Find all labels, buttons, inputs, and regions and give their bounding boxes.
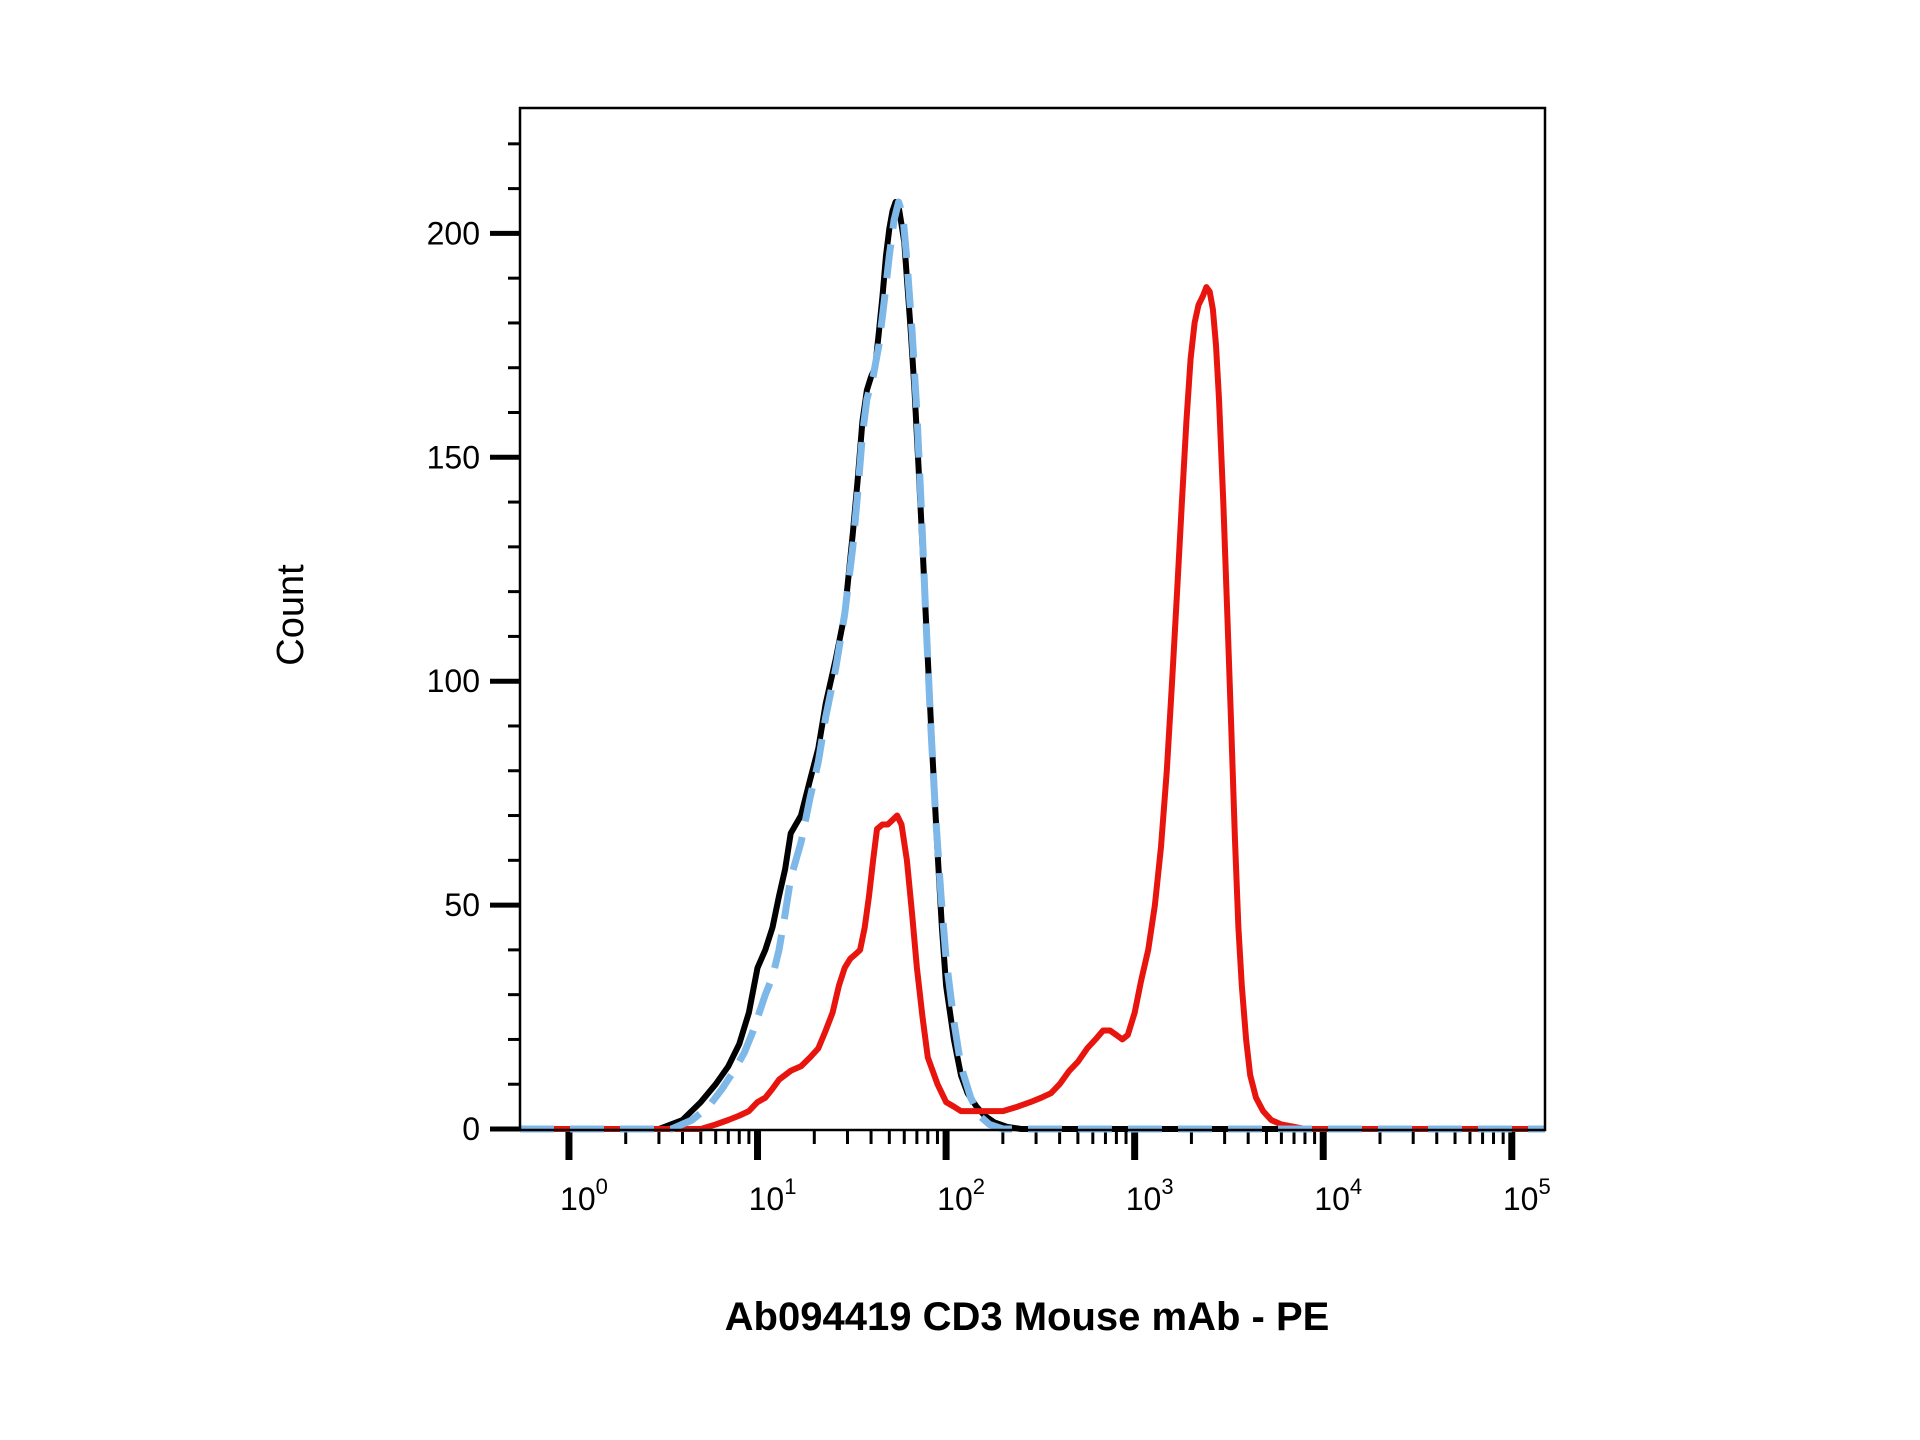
y-axis-title: Count — [270, 564, 312, 666]
series-line-dashed — [520, 198, 1545, 1133]
y-axis: 0 50 100 150 200 — [427, 142, 520, 1147]
series-line-red — [520, 284, 1545, 1132]
x-tick-label: 103 — [1126, 1174, 1174, 1217]
y-tick-label: 100 — [427, 663, 480, 699]
y-tick-label: 0 — [462, 1111, 480, 1147]
x-tick-label: 105 — [1503, 1174, 1551, 1217]
y-tick-label: 50 — [444, 887, 480, 923]
x-tick-label: 102 — [937, 1174, 985, 1217]
x-axis: 100 101 102 103 104 105 — [560, 1130, 1551, 1217]
x-tick-label: 104 — [1314, 1174, 1362, 1217]
x-tick-label: 100 — [560, 1174, 608, 1217]
x-axis-title: Ab094419 CD3 Mouse mAb - PE — [725, 1295, 1330, 1339]
x-tick-label: 101 — [749, 1174, 797, 1217]
plot-frame — [518, 106, 1547, 1132]
series-layer — [520, 198, 1545, 1133]
y-tick-label: 200 — [427, 215, 480, 251]
y-tick-label: 150 — [427, 439, 480, 475]
